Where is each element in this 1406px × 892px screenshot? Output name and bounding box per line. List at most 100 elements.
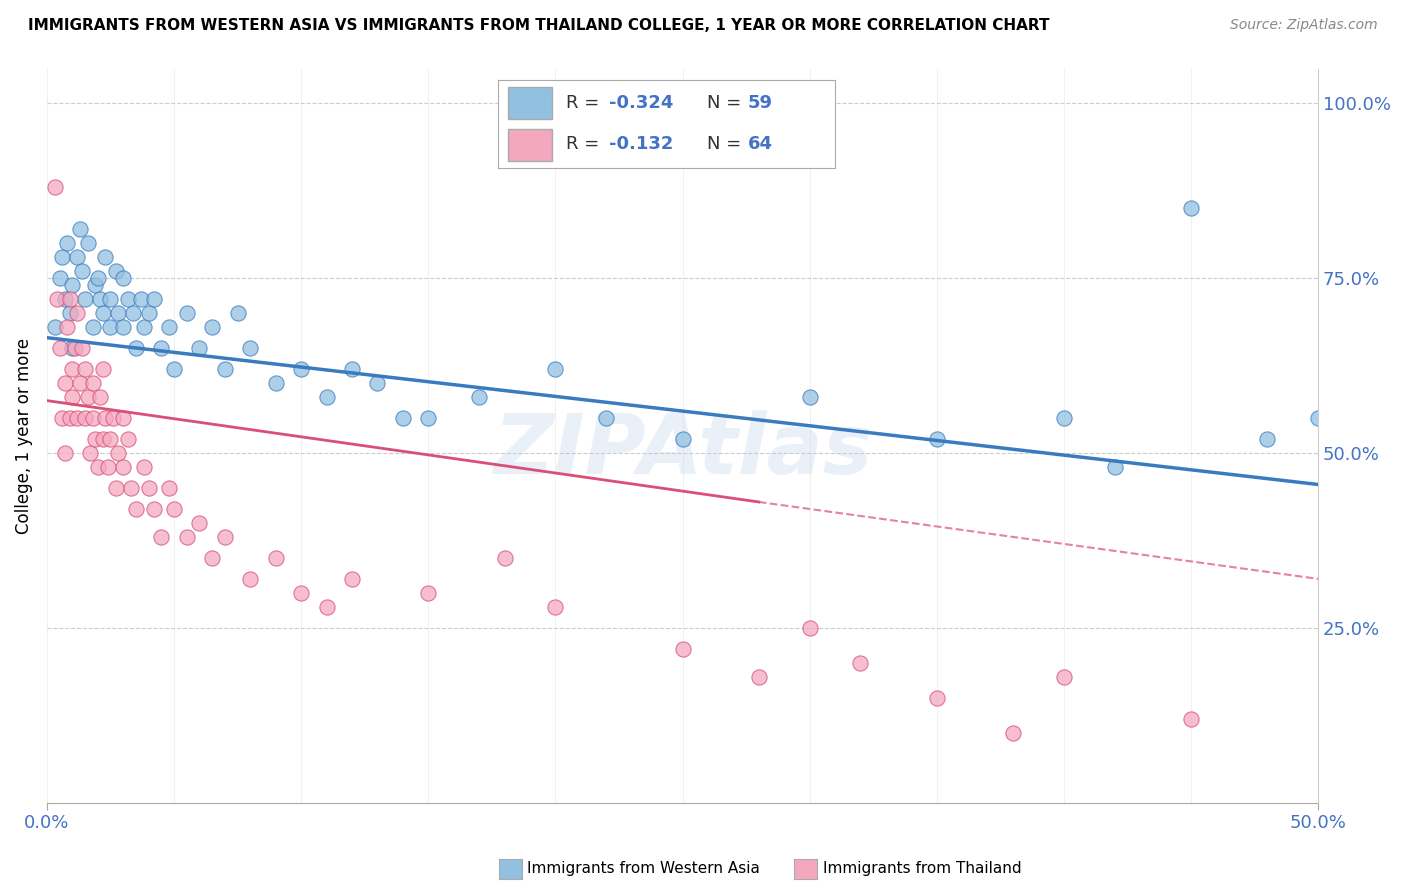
Point [84, 432, 107, 446]
Point [100, 292, 122, 306]
Point [73, 292, 96, 306]
Point [82, 376, 104, 391]
Point [418, 411, 440, 425]
Point [53, 446, 76, 460]
Point [59, 306, 82, 320]
Point [69, 222, 91, 236]
Point [56, 320, 79, 334]
Point [671, 432, 693, 446]
Point [82, 320, 104, 334]
Point [117, 292, 139, 306]
Point [87, 460, 110, 475]
Point [1053, 411, 1076, 425]
Point [107, 446, 129, 460]
Point [89, 390, 111, 404]
Point [494, 550, 516, 565]
Point [73, 411, 96, 425]
Point [69, 376, 91, 391]
Point [142, 292, 165, 306]
Point [122, 306, 145, 320]
Point [132, 460, 155, 475]
Point [264, 376, 287, 391]
Point [1308, 411, 1330, 425]
Point [104, 481, 127, 495]
Point [89, 292, 111, 306]
Point [163, 362, 186, 376]
Point [76, 236, 98, 251]
Point [925, 690, 948, 705]
Point [239, 572, 262, 586]
Point [315, 390, 337, 404]
Point [112, 271, 135, 285]
Point [60, 278, 83, 293]
Point [392, 411, 415, 425]
Point [418, 586, 440, 600]
Point [48, 341, 70, 355]
Point [125, 341, 148, 355]
Point [150, 341, 173, 355]
Point [138, 306, 160, 320]
Point [82, 411, 104, 425]
Point [60, 341, 83, 355]
Point [748, 670, 770, 684]
Point [671, 641, 693, 656]
Point [91, 432, 114, 446]
Point [112, 460, 135, 475]
Point [44, 320, 66, 334]
Point [239, 341, 262, 355]
Point [157, 481, 180, 495]
Point [59, 292, 82, 306]
Point [1180, 202, 1202, 216]
Point [290, 362, 312, 376]
Point [595, 411, 617, 425]
Point [226, 306, 249, 320]
Point [104, 264, 127, 278]
Point [60, 390, 83, 404]
Point [66, 411, 89, 425]
Text: Source: ZipAtlas.com: Source: ZipAtlas.com [1230, 18, 1378, 32]
Point [163, 502, 186, 516]
Point [201, 320, 224, 334]
Point [72, 341, 94, 355]
Point [53, 292, 76, 306]
Y-axis label: College, 1 year or more: College, 1 year or more [15, 337, 32, 533]
Point [125, 502, 148, 516]
Point [73, 362, 96, 376]
Point [120, 481, 142, 495]
Point [1256, 432, 1278, 446]
Point [138, 481, 160, 495]
Point [97, 460, 120, 475]
Point [48, 271, 70, 285]
Point [100, 320, 122, 334]
Point [60, 362, 83, 376]
Point [51, 411, 73, 425]
Point [132, 320, 155, 334]
Point [176, 530, 198, 544]
Point [84, 278, 107, 293]
Point [91, 362, 114, 376]
Point [366, 376, 388, 391]
Point [849, 656, 872, 670]
Point [544, 362, 567, 376]
Point [290, 586, 312, 600]
Point [117, 432, 139, 446]
Point [101, 411, 124, 425]
Text: IMMIGRANTS FROM WESTERN ASIA VS IMMIGRANTS FROM THAILAND COLLEGE, 1 YEAR OR MORE: IMMIGRANTS FROM WESTERN ASIA VS IMMIGRAN… [28, 18, 1050, 33]
Point [94, 250, 117, 264]
Point [315, 599, 337, 614]
Point [46, 292, 69, 306]
Point [94, 411, 117, 425]
Point [1053, 670, 1076, 684]
Point [201, 550, 224, 565]
Point [66, 250, 89, 264]
Text: ZIPAtlas: ZIPAtlas [494, 409, 872, 491]
Point [799, 390, 821, 404]
Point [176, 306, 198, 320]
Text: Immigrants from Thailand: Immigrants from Thailand [823, 862, 1021, 876]
Point [142, 502, 165, 516]
Point [66, 306, 89, 320]
Point [340, 362, 363, 376]
Point [264, 550, 287, 565]
Point [56, 236, 79, 251]
Point [72, 264, 94, 278]
